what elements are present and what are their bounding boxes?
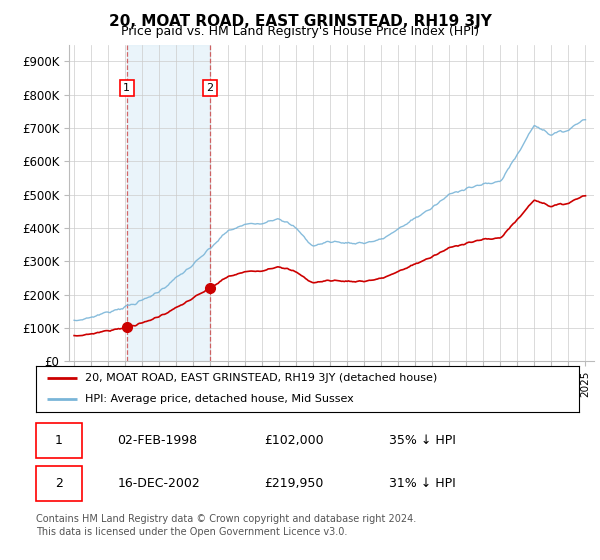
Text: Contains HM Land Registry data © Crown copyright and database right 2024.
This d: Contains HM Land Registry data © Crown c… (36, 514, 416, 537)
Text: 1: 1 (55, 434, 63, 447)
FancyBboxPatch shape (36, 466, 82, 501)
Text: 31% ↓ HPI: 31% ↓ HPI (389, 477, 456, 490)
Bar (127, 45, 210, 361)
Text: 20, MOAT ROAD, EAST GRINSTEAD, RH19 3JY (detached house): 20, MOAT ROAD, EAST GRINSTEAD, RH19 3JY … (85, 373, 437, 383)
Text: 20, MOAT ROAD, EAST GRINSTEAD, RH19 3JY: 20, MOAT ROAD, EAST GRINSTEAD, RH19 3JY (109, 14, 491, 29)
FancyBboxPatch shape (36, 423, 82, 458)
Text: £102,000: £102,000 (264, 434, 323, 447)
Text: Price paid vs. HM Land Registry's House Price Index (HPI): Price paid vs. HM Land Registry's House … (121, 25, 479, 38)
Text: 16-DEC-2002: 16-DEC-2002 (118, 477, 200, 490)
Text: £219,950: £219,950 (264, 477, 323, 490)
Text: 2: 2 (55, 477, 63, 490)
Text: HPI: Average price, detached house, Mid Sussex: HPI: Average price, detached house, Mid … (85, 394, 353, 404)
Text: 02-FEB-1998: 02-FEB-1998 (118, 434, 197, 447)
Text: 2: 2 (206, 83, 214, 93)
Text: 35% ↓ HPI: 35% ↓ HPI (389, 434, 456, 447)
Text: 1: 1 (123, 83, 130, 93)
